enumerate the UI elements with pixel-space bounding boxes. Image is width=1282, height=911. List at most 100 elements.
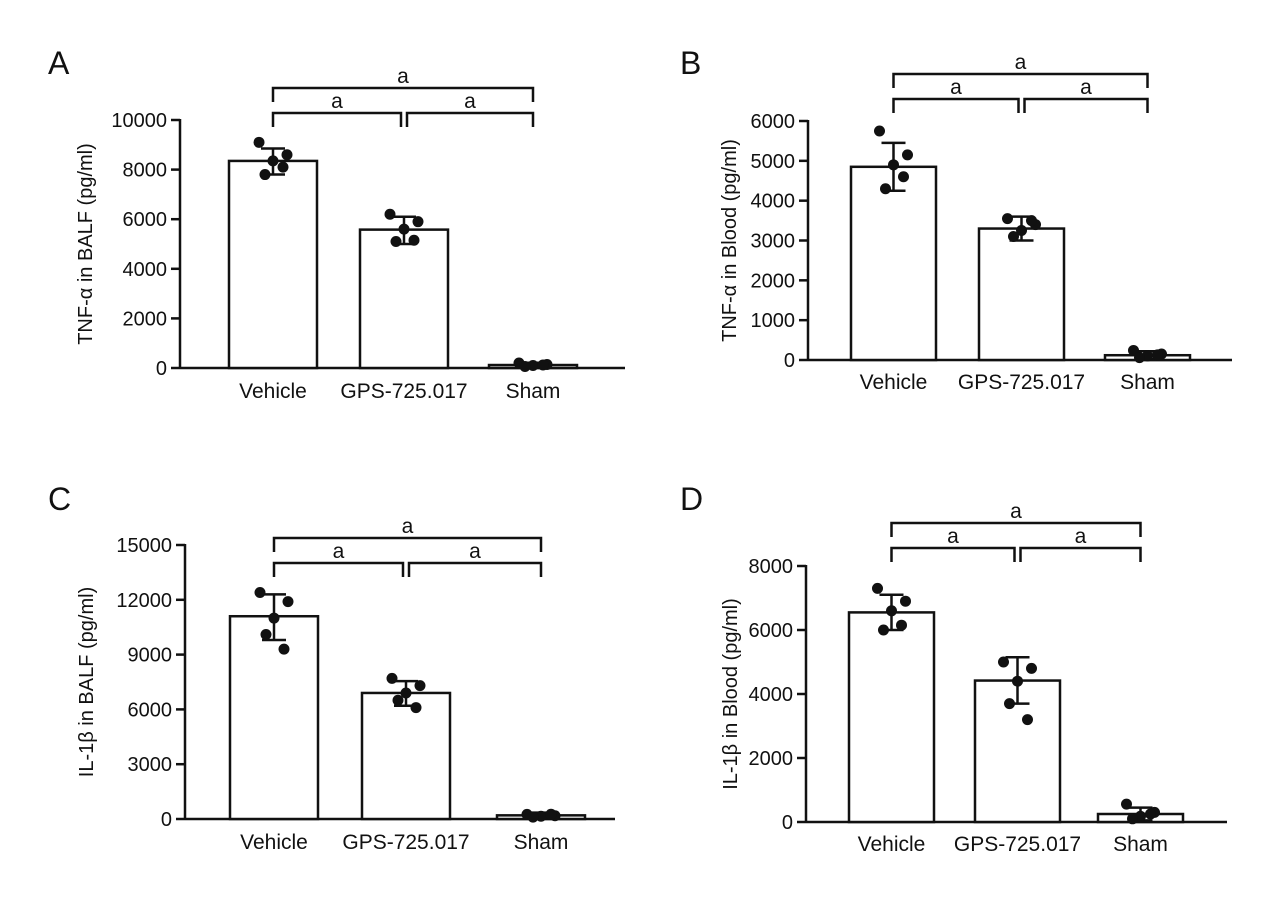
y-tick-label: 2000: [123, 308, 168, 330]
data-point: [386, 672, 398, 684]
data-point: [412, 216, 424, 228]
category-label: GPS-725.017: [954, 833, 1081, 856]
category-label: Sham: [1113, 833, 1168, 856]
y-axis-label: TNF-α in Blood (pg/ml): [719, 139, 741, 342]
significance-bracket: [890, 521, 1142, 537]
significance-bracket: [407, 561, 543, 577]
category-label: Sham: [1120, 371, 1175, 394]
significance-bracket: [1019, 546, 1142, 562]
significance-label: a: [464, 90, 476, 113]
data-point: [400, 687, 412, 699]
data-point: [888, 159, 899, 171]
bar-vehicle: [228, 614, 320, 821]
data-point: [886, 605, 897, 617]
data-point: [268, 612, 280, 624]
data-point: [260, 629, 272, 641]
data-point: [535, 810, 547, 822]
y-tick-label: 6000: [128, 699, 173, 721]
significance-label: a: [402, 515, 414, 538]
y-tick-label: 12000: [116, 590, 172, 612]
data-point: [410, 702, 422, 714]
bar-vehicle: [227, 159, 319, 370]
data-point: [527, 811, 539, 823]
data-point: [1004, 698, 1015, 710]
y-tick-label: 3000: [751, 231, 796, 253]
y-tick-label: 8000: [123, 160, 168, 182]
y-tick-label: 15000: [116, 535, 172, 557]
significance-label: a: [1075, 525, 1087, 548]
bar-vehicle: [847, 611, 936, 824]
panel-letter: C: [48, 481, 71, 517]
data-point: [414, 680, 426, 692]
data-point: [1008, 231, 1019, 243]
category-label: GPS-725.017: [958, 371, 1085, 394]
y-tick-label: 0: [156, 358, 167, 380]
data-point: [282, 596, 294, 608]
category-label: Vehicle: [858, 833, 926, 856]
y-tick-label: 1000: [751, 310, 796, 332]
bar-gps-725-017: [977, 227, 1066, 362]
significance-label: a: [469, 540, 481, 563]
data-point: [408, 234, 420, 246]
y-tick-label: 8000: [749, 556, 794, 578]
y-tick-label: 0: [784, 350, 795, 372]
category-label: Sham: [506, 380, 561, 403]
data-point: [1121, 798, 1132, 810]
data-point: [1026, 215, 1037, 227]
data-point: [527, 360, 539, 372]
data-point: [392, 694, 404, 706]
category-label: Sham: [514, 831, 569, 854]
data-point: [1026, 662, 1037, 674]
y-axis-label: IL-1β in Blood (pg/ml): [720, 598, 742, 790]
y-tick-label: 5000: [751, 151, 796, 173]
data-point: [398, 223, 410, 235]
category-label: GPS-725.017: [340, 380, 467, 403]
y-tick-label: 4000: [123, 259, 168, 281]
data-point: [874, 125, 885, 137]
data-point: [254, 586, 266, 598]
panel-c: C 0 3000 6000 9000 12000 15000 IL-1β in BALF (p…: [48, 481, 615, 854]
y-tick-label: 3000: [128, 754, 173, 776]
panel-a: A 0 2000 4000 6000 8000 10000 TNF-α in BALF (pg…: [48, 45, 625, 403]
significance-label: a: [1080, 76, 1092, 99]
significance-label: a: [1010, 500, 1022, 523]
panel-letter: B: [680, 45, 701, 81]
data-point: [998, 656, 1009, 668]
data-point: [1016, 225, 1027, 237]
significance-label: a: [947, 525, 959, 548]
category-label: Vehicle: [239, 380, 307, 403]
data-point: [278, 643, 290, 655]
data-point: [902, 149, 913, 161]
significance-label: a: [333, 540, 345, 563]
data-point: [1152, 349, 1163, 361]
y-axis-label: IL-1β in BALF (pg/ml): [76, 587, 98, 777]
significance-label: a: [331, 90, 343, 113]
data-point: [253, 136, 265, 148]
significance-bracket: [271, 86, 535, 102]
data-point: [1012, 675, 1023, 687]
y-tick-label: 0: [782, 812, 793, 834]
significance-label: a: [397, 65, 409, 88]
data-point: [1134, 352, 1145, 364]
data-point: [898, 171, 909, 183]
panel-b: B 0 1000 2000 3000 4000 5000 6000 TNF-α in Blood…: [680, 45, 1232, 394]
data-point: [277, 161, 289, 173]
panel-letter: A: [48, 45, 70, 81]
data-point: [281, 149, 293, 161]
data-point: [880, 183, 891, 195]
data-point: [390, 236, 402, 248]
data-point: [545, 808, 557, 820]
y-axis-label: TNF-α in BALF (pg/ml): [75, 143, 97, 345]
significance-bracket: [890, 546, 1016, 562]
data-point: [384, 208, 396, 220]
data-point: [900, 595, 911, 607]
data-point: [896, 619, 907, 631]
significance-bracket: [271, 111, 403, 127]
significance-label: a: [950, 76, 962, 99]
panel-d: D 0 2000 4000 6000 8000 IL-1β in Blood (pg/ml)…: [680, 481, 1227, 856]
bar-gps-725-017: [358, 228, 450, 370]
significance-bracket: [405, 111, 535, 127]
bar-vehicle: [849, 165, 938, 362]
data-point: [878, 624, 889, 636]
